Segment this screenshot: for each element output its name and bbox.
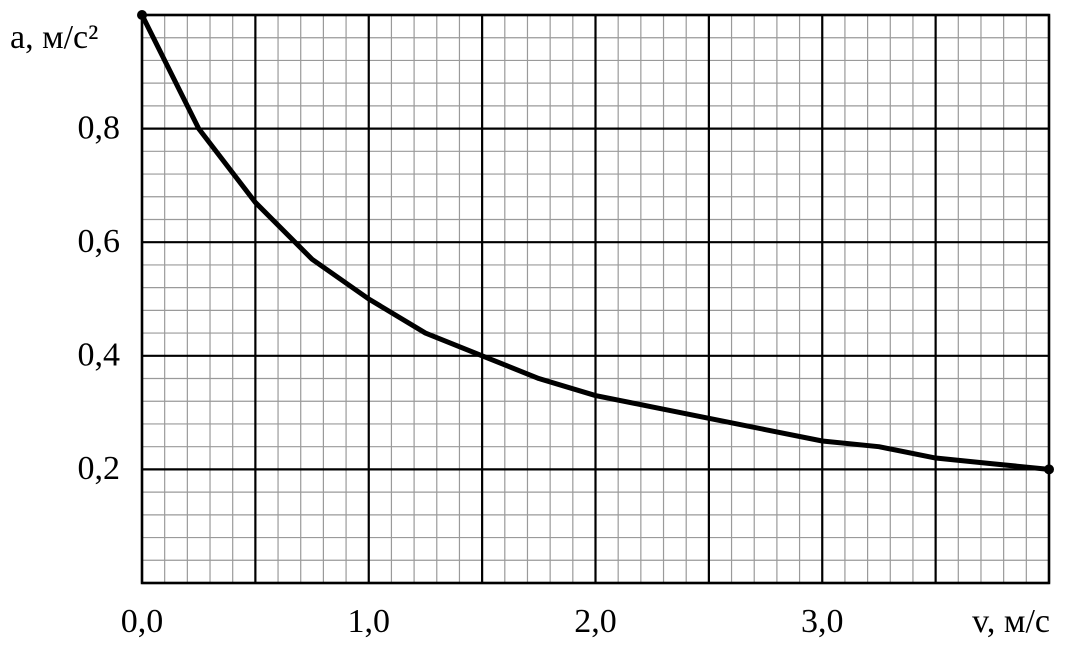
y-tick-label: 0,2 bbox=[78, 450, 121, 487]
plot-frame bbox=[140, 13, 1051, 585]
y-tick-label: 0,4 bbox=[78, 337, 121, 374]
data-line bbox=[139, 12, 1052, 472]
end-point bbox=[137, 10, 147, 20]
y-tick-label: 0,6 bbox=[78, 223, 121, 260]
x-tick-label: 0,0 bbox=[121, 603, 164, 640]
x-tick-label: 1,0 bbox=[348, 603, 391, 640]
x-tick-label: 2,0 bbox=[574, 603, 617, 640]
x-axis-label: v, м/с bbox=[972, 603, 1050, 640]
x-tick-label: 3,0 bbox=[801, 603, 844, 640]
end-point bbox=[1044, 464, 1054, 475]
y-tick-label: 0,8 bbox=[78, 109, 121, 146]
y-axis-label: a, м/с² bbox=[10, 19, 98, 56]
